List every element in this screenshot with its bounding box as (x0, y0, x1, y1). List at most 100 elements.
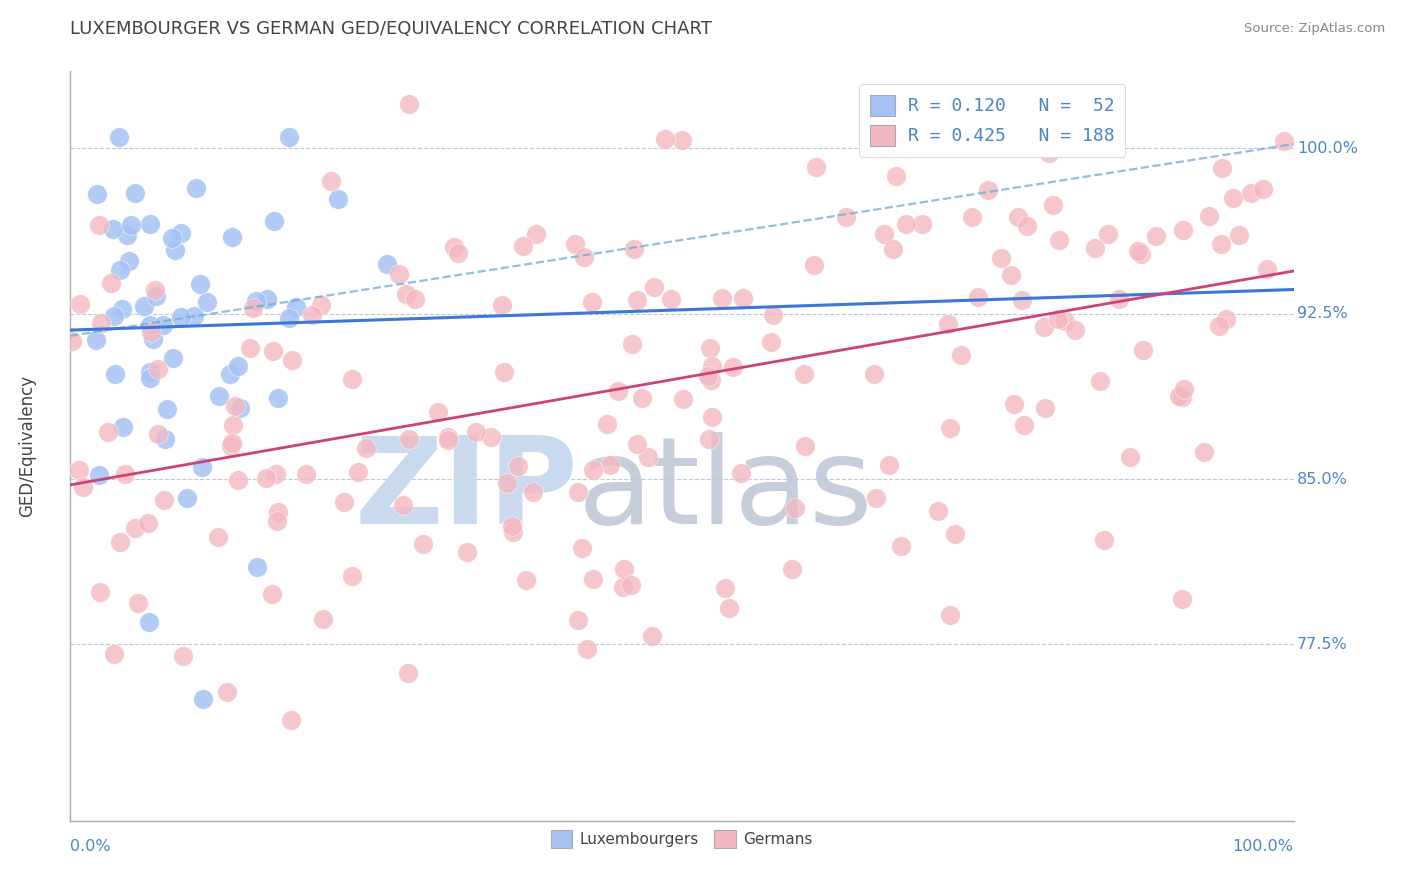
Point (142, 332, 165, 346)
Point (1033, 401, 1056, 415)
Point (762, 308, 785, 322)
Point (86, 186, 108, 201)
Point (127, 596, 149, 610)
Point (340, 372, 363, 386)
Point (278, 311, 301, 326)
Point (464, 425, 486, 440)
Point (69, 296, 91, 310)
Point (699, 341, 721, 355)
Point (301, 308, 323, 322)
Point (939, 607, 962, 622)
Point (702, 359, 724, 374)
Text: 85.0%: 85.0% (1298, 472, 1348, 486)
Point (863, 368, 886, 382)
Point (1014, 418, 1036, 433)
Point (148, 362, 170, 376)
Point (263, 214, 285, 228)
Point (1222, 191, 1244, 205)
Point (311, 612, 333, 626)
Point (943, 527, 966, 541)
Point (124, 521, 146, 535)
Point (103, 647, 125, 661)
Point (884, 169, 907, 184)
Point (882, 243, 904, 257)
Point (190, 460, 212, 475)
Point (623, 242, 645, 256)
Point (118, 253, 141, 268)
Point (111, 420, 134, 434)
Point (599, 458, 621, 473)
Text: 0.0%: 0.0% (70, 839, 111, 855)
Point (404, 292, 426, 306)
Point (195, 294, 218, 309)
Point (782, 562, 804, 576)
Point (936, 317, 959, 331)
Point (277, 130, 299, 145)
Point (721, 359, 744, 374)
Point (176, 491, 198, 505)
Point (347, 466, 370, 480)
Point (281, 352, 304, 367)
Point (228, 401, 250, 415)
Point (697, 432, 720, 446)
Point (574, 250, 596, 264)
Point (165, 243, 187, 257)
Point (152, 493, 174, 508)
Point (84, 333, 107, 347)
Text: ZIP: ZIP (354, 433, 578, 549)
Point (391, 498, 413, 512)
Point (911, 217, 934, 231)
Point (139, 217, 162, 231)
Point (1038, 146, 1060, 161)
Point (966, 97, 988, 112)
Point (911, 97, 934, 112)
Point (626, 437, 648, 451)
Point (170, 226, 193, 240)
Point (1130, 247, 1153, 261)
Point (637, 450, 659, 464)
Text: LUXEMBOURGER VS GERMAN GED/EQUIVALENCY CORRELATION CHART: LUXEMBOURGER VS GERMAN GED/EQUIVALENCY C… (70, 20, 713, 37)
Point (72, 480, 94, 494)
Point (260, 587, 283, 601)
Point (239, 341, 262, 355)
Point (219, 367, 242, 381)
Point (1092, 533, 1115, 547)
Point (785, 500, 807, 515)
Point (120, 218, 142, 232)
Point (877, 458, 900, 472)
Text: 92.5%: 92.5% (1298, 306, 1348, 321)
Point (730, 466, 752, 480)
Point (612, 580, 634, 594)
Point (139, 371, 162, 385)
Point (1240, 186, 1263, 201)
Point (333, 495, 356, 509)
Point (1227, 227, 1250, 242)
Point (960, 210, 983, 224)
Point (395, 286, 418, 301)
Point (294, 467, 316, 481)
Point (950, 349, 973, 363)
Point (496, 476, 519, 491)
Point (620, 578, 643, 592)
Point (977, 183, 1000, 197)
Point (1053, 314, 1076, 328)
Point (793, 368, 815, 382)
Point (491, 298, 513, 312)
Point (659, 292, 682, 306)
Point (437, 433, 460, 447)
Point (492, 366, 515, 380)
Point (90, 316, 112, 330)
Point (1097, 227, 1119, 241)
Point (222, 417, 245, 432)
Point (266, 514, 288, 528)
Point (575, 642, 598, 657)
Point (1208, 319, 1230, 334)
Point (170, 310, 193, 325)
Point (1173, 382, 1195, 396)
Point (447, 245, 470, 260)
Point (108, 535, 131, 549)
Point (966, 290, 988, 304)
Point (67, 463, 90, 477)
Point (1211, 161, 1233, 175)
Point (207, 530, 229, 544)
